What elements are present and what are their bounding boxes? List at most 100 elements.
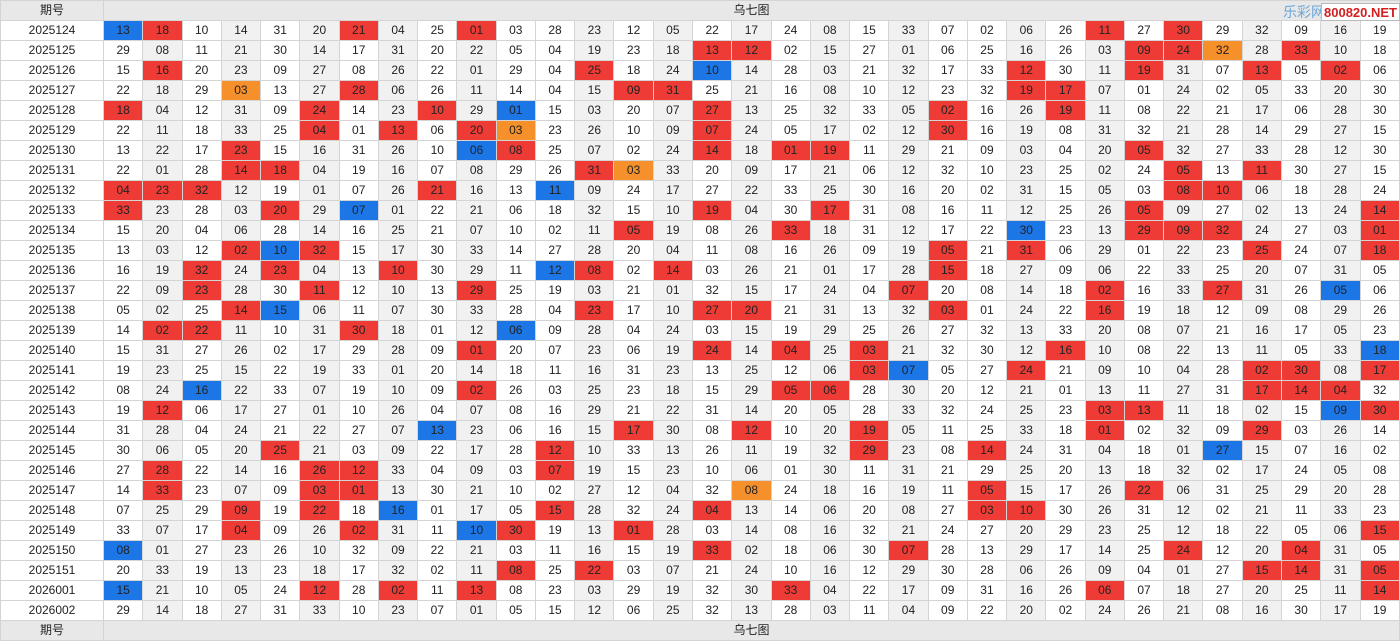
number-cell: 06 <box>809 500 851 521</box>
number-cell: 05 <box>1280 60 1322 81</box>
table-row: 2025138 05 02 25 14 15 06 11 07 30 33 28 04 23 17 10 27 2… <box>0 300 1400 321</box>
number-cell: 06 <box>809 380 851 401</box>
number-cell: 13 <box>691 40 733 61</box>
number-cell: 04 <box>1163 360 1204 381</box>
period-cell: 2025151 <box>0 560 104 581</box>
number-cell: 24 <box>652 320 693 341</box>
number-cell: 16 <box>377 500 419 521</box>
number-cell: 09 <box>1320 400 1361 421</box>
number-cell: 29 <box>181 80 222 101</box>
period-cell: 2025143 <box>0 400 104 421</box>
number-cell: 17 <box>888 580 929 601</box>
number-cell: 24 <box>809 280 851 301</box>
number-cell: 09 <box>574 180 615 201</box>
number-cell: 27 <box>181 340 222 361</box>
number-cell: 07 <box>534 340 576 361</box>
number-cell: 27 <box>220 600 262 621</box>
number-cell: 33 <box>1320 340 1361 361</box>
number-cell: 21 <box>888 340 929 361</box>
period-cell: 2025148 <box>0 500 104 521</box>
period-cell: 2025150 <box>0 540 104 561</box>
number-cell: 27 <box>1202 200 1243 221</box>
number-cell: 02 <box>1045 600 1086 621</box>
number-cell: 21 <box>1241 500 1282 521</box>
number-cell: 07 <box>1163 320 1204 341</box>
number-cell: 17 <box>770 160 811 181</box>
number-cell: 10 <box>574 440 615 461</box>
number-cell: 11 <box>1241 160 1282 181</box>
number-cell: 07 <box>691 120 733 141</box>
number-cell: 25 <box>534 560 576 581</box>
number-cell: 32 <box>338 540 379 561</box>
number-cell: 31 <box>377 40 419 61</box>
number-cell: 03 <box>1320 220 1361 241</box>
number-cell: 28 <box>574 500 615 521</box>
number-cell: 01 <box>417 500 458 521</box>
number-cell: 04 <box>417 400 458 421</box>
number-cell: 28 <box>1320 180 1361 201</box>
number-cell: 23 <box>377 600 419 621</box>
number-cell: 30 <box>417 260 458 281</box>
number-cell: 14 <box>731 520 772 541</box>
number-cell: 19 <box>574 460 615 481</box>
number-cell: 16 <box>1084 300 1125 321</box>
number-cell: 30 <box>927 560 968 581</box>
number-cell: 23 <box>1006 160 1047 181</box>
number-cell: 16 <box>102 260 144 281</box>
number-cell: 06 <box>495 320 536 341</box>
number-cell: 25 <box>260 120 301 141</box>
number-cell: 23 <box>652 360 693 381</box>
number-cell: 15 <box>613 200 654 221</box>
number-cell: 22 <box>417 60 458 81</box>
number-cell: 04 <box>534 300 576 321</box>
number-cell: 27 <box>260 400 301 421</box>
number-cell: 12 <box>1006 340 1047 361</box>
number-cell: 30 <box>849 180 890 201</box>
chart-title: 乌七图 <box>103 0 1400 21</box>
number-cell: 22 <box>1163 240 1204 261</box>
number-cell: 33 <box>770 580 811 601</box>
number-cell: 19 <box>534 520 576 541</box>
table-row: 2025124 13 18 10 14 31 20 21 04 25 01 03 28 23 12 05 22 1… <box>0 20 1400 41</box>
number-cell: 30 <box>1045 500 1086 521</box>
number-cell: 23 <box>613 380 654 401</box>
table-row: 2026001 15 21 10 05 24 12 28 02 11 13 08 23 03 29 19 32 3… <box>0 580 1400 601</box>
number-cell: 02 <box>534 220 576 241</box>
number-cell: 32 <box>1202 220 1243 241</box>
number-cell: 02 <box>613 260 654 281</box>
period-cell: 2025132 <box>0 180 104 201</box>
number-cell: 31 <box>1202 380 1243 401</box>
number-cell: 13 <box>691 360 733 381</box>
number-cell: 19 <box>260 180 301 201</box>
number-cell: 03 <box>809 600 851 621</box>
table-row: 2025146 27 28 22 14 16 26 12 33 04 09 03 07 19 15 23 10 0… <box>0 460 1400 481</box>
number-cell: 11 <box>299 280 340 301</box>
number-cell: 27 <box>181 540 222 561</box>
number-cell: 33 <box>102 200 144 221</box>
footer-row: 期号 乌七图 <box>0 620 1400 641</box>
number-cell: 07 <box>1320 240 1361 261</box>
number-cell: 25 <box>1280 580 1322 601</box>
number-cell: 31 <box>1241 280 1282 301</box>
number-cell: 21 <box>338 20 379 41</box>
number-cell: 26 <box>1084 500 1125 521</box>
number-cell: 30 <box>849 540 890 561</box>
number-cell: 18 <box>1045 280 1086 301</box>
number-cell: 18 <box>1045 420 1086 441</box>
number-cell: 26 <box>1045 20 1086 41</box>
number-cell: 22 <box>102 160 144 181</box>
number-cell: 01 <box>299 180 340 201</box>
number-cell: 28 <box>1202 120 1243 141</box>
number-cell: 09 <box>260 520 301 541</box>
number-cell: 02 <box>1241 200 1282 221</box>
number-cell: 33 <box>1163 260 1204 281</box>
number-cell: 20 <box>927 380 968 401</box>
number-cell: 06 <box>809 360 851 381</box>
number-cell: 06 <box>613 340 654 361</box>
number-cell: 23 <box>574 340 615 361</box>
number-cell: 01 <box>142 160 183 181</box>
number-cell: 05 <box>966 480 1008 501</box>
number-cell: 09 <box>731 160 772 181</box>
number-cell: 26 <box>809 240 851 261</box>
number-cell: 04 <box>181 220 222 241</box>
